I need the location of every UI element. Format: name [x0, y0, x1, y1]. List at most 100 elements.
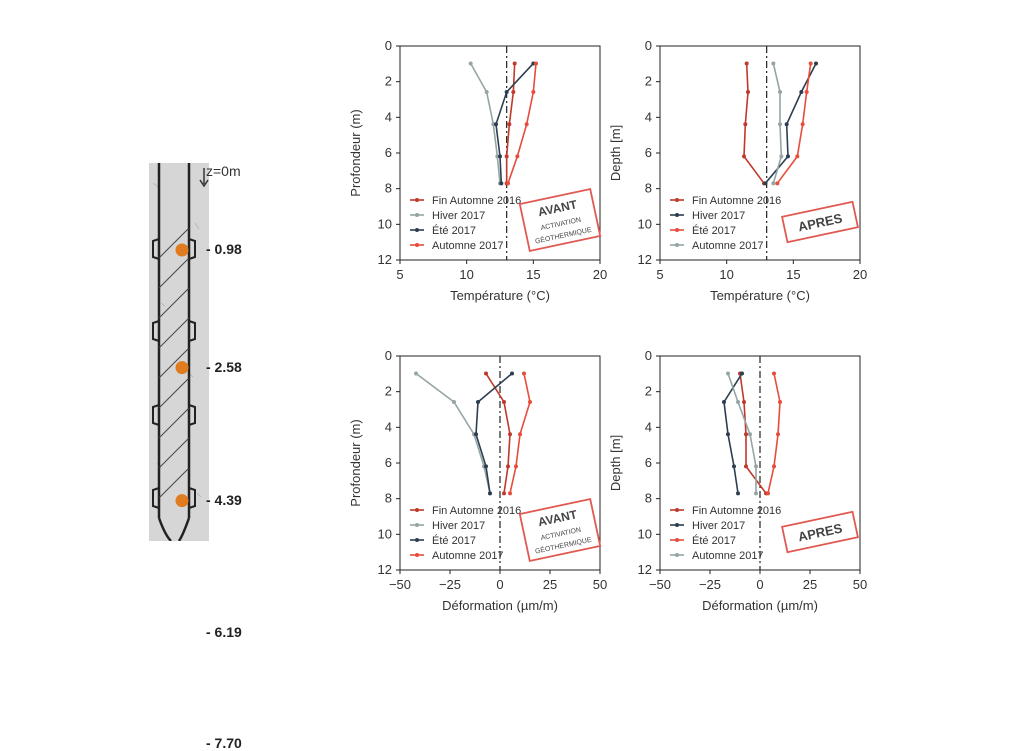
- arrow-head-icon: [199, 179, 209, 188]
- legend-label: Automne 2017: [692, 240, 764, 252]
- y-tick-label: 0: [385, 348, 392, 363]
- apres-stamp: APRES: [781, 200, 859, 244]
- x-tick-label: 25: [803, 577, 817, 592]
- legend-label: Été 2017: [692, 224, 736, 237]
- data-point: [736, 400, 740, 405]
- data-point: [763, 181, 768, 186]
- data-point: [534, 61, 538, 66]
- legend-label: Automne 2017: [432, 240, 504, 252]
- data-point: [484, 371, 488, 376]
- legend-marker: [675, 243, 679, 247]
- stamp-text: AVANT: [537, 507, 579, 529]
- series-line: [776, 63, 812, 184]
- data-point: [522, 371, 526, 376]
- legend-marker: [415, 508, 419, 512]
- y-tick-label: 12: [638, 562, 652, 577]
- x-tick-label: 5: [656, 267, 663, 282]
- y-tick-label: 4: [645, 419, 652, 434]
- data-point: [512, 61, 517, 66]
- y-tick-label: 0: [385, 38, 392, 53]
- stamp-border: [781, 200, 859, 244]
- data-point: [766, 491, 770, 496]
- data-point: [511, 90, 516, 95]
- legend-label: Été 2017: [692, 534, 736, 547]
- y-tick-label: 10: [638, 526, 652, 541]
- y-tick-label: 4: [385, 109, 392, 124]
- chart-strain-apres: −50 −25 0 25 50 0 2 4 6 8 10 12 Déformation (µm/m) De…: [590, 340, 880, 640]
- data-point: [502, 400, 506, 405]
- data-point: [476, 400, 480, 405]
- legend-label: Fin Automne 2016: [432, 195, 521, 207]
- legend-marker: [415, 198, 419, 202]
- data-point: [499, 181, 504, 186]
- data-point: [732, 464, 736, 469]
- y-tick-label: 8: [385, 181, 392, 196]
- chart-svg: −50 −25 0 25 50 0 2 4 6 8 10 12 Déformation (µm/m) De…: [608, 348, 867, 613]
- data-point: [736, 491, 740, 496]
- legend-label: Hiver 2017: [692, 210, 745, 222]
- y-tick-label: 12: [378, 252, 392, 267]
- chart-svg: 5 10 15 20 0 2 4 6 8 10 12 Température (°C) Depth [m…: [608, 38, 867, 303]
- sensor-depth-label: - 0.98: [206, 241, 242, 258]
- data-point: [814, 61, 818, 66]
- data-point: [502, 491, 506, 496]
- legend-marker: [675, 228, 679, 232]
- x-tick-label: 50: [593, 577, 607, 592]
- pile-photo: [149, 163, 209, 541]
- legend-label: Automne 2017: [692, 550, 764, 562]
- legend-marker: [675, 198, 679, 202]
- data-point: [772, 371, 776, 376]
- chart-strain-avant: −50 −25 0 25 50 0 2 4 6 8 10 12 Déformation (µm/m) Pr…: [330, 340, 620, 640]
- legend-marker: [415, 523, 419, 527]
- data-point: [506, 464, 510, 469]
- data-point: [778, 90, 782, 95]
- series-line: [507, 63, 537, 184]
- x-tick-label: −50: [649, 577, 671, 592]
- x-axis-label: Déformation (µm/m): [702, 598, 818, 613]
- legend-label: Été 2017: [432, 224, 476, 237]
- x-tick-label: 0: [496, 577, 503, 592]
- legend-marker: [675, 538, 679, 542]
- sensor-dot: [175, 361, 189, 375]
- data-point: [507, 122, 512, 127]
- legend-marker: [415, 213, 419, 217]
- pile-origin-label: z=0m: [206, 163, 241, 179]
- chart-svg: −50 −25 0 25 50 0 2 4 6 8 10 12 Déformation (µm/m) Pr…: [348, 348, 607, 613]
- y-tick-label: 0: [645, 348, 652, 363]
- y-tick-label: 4: [645, 109, 652, 124]
- data-point: [779, 154, 784, 159]
- y-tick-label: 6: [645, 145, 652, 160]
- data-point: [746, 90, 750, 95]
- stamp-border: [518, 497, 602, 563]
- series-line: [415, 372, 491, 494]
- data-point: [514, 464, 518, 469]
- legend-label: Été 2017: [432, 534, 476, 547]
- y-tick-label: 6: [385, 145, 392, 160]
- y-tick-label: 6: [645, 455, 652, 470]
- x-tick-label: 10: [719, 267, 733, 282]
- data-point: [504, 154, 509, 159]
- data-point: [474, 432, 478, 437]
- data-point: [528, 400, 532, 405]
- sensor-depth-label: - 2.58: [206, 358, 242, 375]
- data-point: [778, 122, 782, 127]
- data-point: [484, 90, 489, 95]
- x-tick-label: −50: [389, 577, 411, 592]
- x-axis-label: Température (°C): [710, 288, 810, 303]
- data-point: [740, 371, 744, 376]
- data-point: [744, 464, 748, 469]
- data-point: [524, 122, 529, 127]
- data-point: [488, 491, 492, 496]
- data-point: [776, 432, 780, 437]
- data-point: [515, 154, 520, 159]
- data-point: [722, 400, 726, 405]
- data-point: [504, 90, 509, 95]
- pile-overlay: z=0m: [140, 150, 300, 550]
- stamp-border: [781, 510, 859, 554]
- data-point: [452, 400, 456, 405]
- legend-marker: [415, 553, 419, 557]
- sensor-depth-label: - 6.19: [206, 623, 242, 640]
- data-point: [754, 464, 758, 469]
- data-point: [468, 61, 473, 66]
